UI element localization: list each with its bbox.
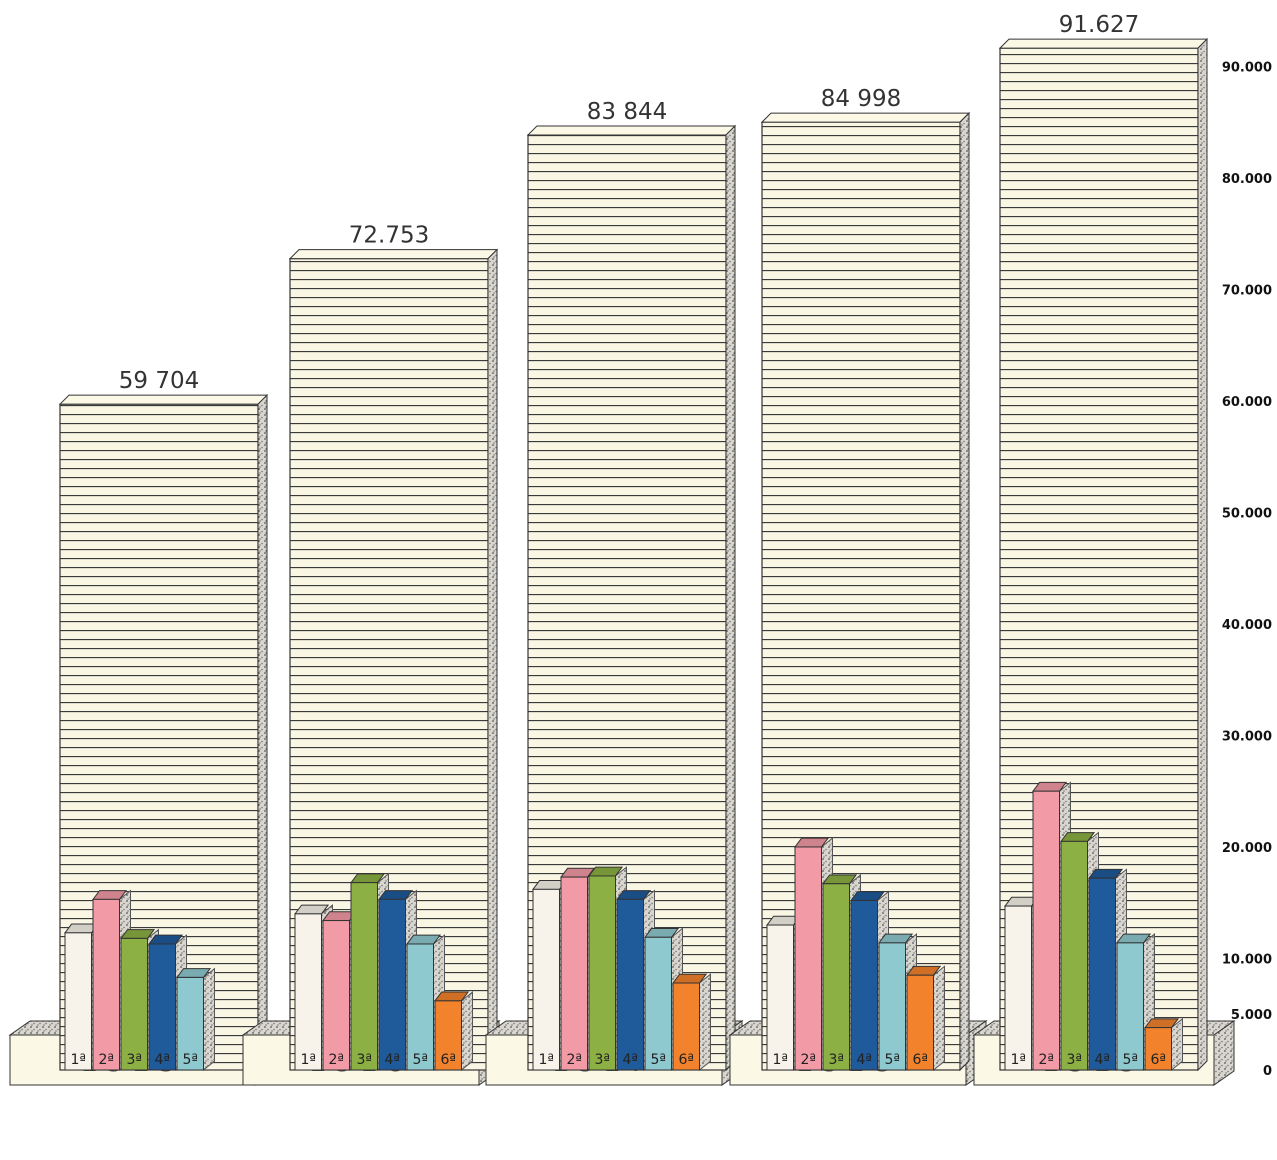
class-bar-4 [851,900,878,1070]
class-label: 3ª [594,1052,610,1068]
y-tick-label: 40.000 [1222,618,1272,633]
class-label: 1ª [70,1052,86,1068]
class-label: 5ª [182,1052,198,1068]
class-label: 2ª [1038,1052,1054,1068]
class-bar-5 [1117,943,1144,1070]
total-bar-top [528,126,735,135]
class-label: 1ª [300,1052,316,1068]
class-label: 6ª [1150,1052,1166,1068]
class-bar-3 [589,876,616,1070]
class-label: 1ª [1010,1052,1026,1068]
class-bar-3 [1061,841,1088,1070]
class-label: 4ª [856,1052,872,1068]
class-bar-1 [533,889,560,1070]
class-label: 3ª [1066,1052,1082,1068]
class-bar-4 [379,899,406,1070]
class-label: 2ª [800,1052,816,1068]
class-label: 2ª [328,1052,344,1068]
class-bar-2 [1033,791,1060,1070]
y-tick-label: 0 [1263,1064,1272,1079]
class-label: 5ª [650,1052,666,1068]
class-bar-5 [879,943,906,1070]
class-bar-3 [351,883,378,1070]
total-bar-side [258,395,267,1070]
y-tick-label: 90.000 [1222,60,1272,75]
y-tick-label: 50.000 [1222,506,1272,521]
class-label: 6ª [678,1052,694,1068]
class-bar-2 [795,847,822,1070]
class-bar-shadow [1172,1019,1183,1070]
class-label: 3ª [828,1052,844,1068]
total-label: 91.627 [1059,12,1139,38]
class-bar-2 [561,877,588,1070]
total-bar-side [488,250,497,1070]
class-label: 1ª [538,1052,554,1068]
class-bar-3 [121,938,148,1070]
class-bar-shadow [204,969,215,1070]
total-bar-side [726,126,735,1070]
y-tick-label: 30.000 [1222,729,1272,744]
y-tick-label: 70.000 [1222,283,1272,298]
class-label: 6ª [912,1052,928,1068]
total-bar-top [60,395,267,404]
class-label: 5ª [1122,1052,1138,1068]
y-tick-label: 80.000 [1222,172,1272,187]
y-tick-label: 20.000 [1222,841,1272,856]
total-label: 59 704 [119,368,199,394]
class-bar-1 [295,914,322,1070]
class-bar-shadow [462,992,473,1070]
class-label: 2ª [566,1052,582,1068]
total-bar-top [762,113,969,122]
class-label: 5ª [412,1052,428,1068]
class-bar-2 [323,921,350,1070]
class-label: 4ª [1094,1052,1110,1068]
class-bar-5 [645,937,672,1070]
class-bar-shadow [934,966,945,1070]
class-label: 1ª [772,1052,788,1068]
y-tick-label: 10.000 [1222,952,1272,967]
total-bar-side [960,113,969,1070]
class-bar-4 [617,899,644,1070]
class-label: 3ª [126,1052,142,1068]
class-label: 2ª [98,1052,114,1068]
class-label: 3ª [356,1052,372,1068]
total-bar-top [290,250,497,259]
y-tick-label: 60.000 [1222,395,1272,410]
class-bar-1 [1005,906,1032,1070]
class-bar-2 [93,899,120,1070]
class-label: 4ª [384,1052,400,1068]
class-bar-4 [1089,878,1116,1070]
class-bar-shadow [700,974,711,1070]
total-label: 72.753 [349,223,429,249]
class-bar-1 [65,933,92,1070]
total-bar-side [1198,39,1207,1070]
class-label: 6ª [440,1052,456,1068]
class-label: 5ª [884,1052,900,1068]
class-label: 4ª [622,1052,638,1068]
y-axis: 0 5.000 10.000 20.000 30.000 40.000 50.000 60.0… [1222,60,1272,1079]
class-bar-1 [767,925,794,1070]
y-tick-label: 5.000 [1231,1008,1272,1023]
total-label: 84 998 [821,86,901,112]
class-label: 4ª [154,1052,170,1068]
total-label: 83 844 [587,99,667,125]
class-bar-3 [823,884,850,1070]
total-bar-top [1000,39,1207,48]
